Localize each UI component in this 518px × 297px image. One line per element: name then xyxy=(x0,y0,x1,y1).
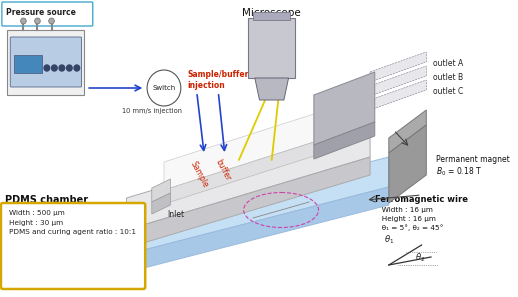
FancyBboxPatch shape xyxy=(1,203,145,289)
Circle shape xyxy=(66,65,72,71)
Polygon shape xyxy=(370,52,426,82)
Text: 10 mm/s injection: 10 mm/s injection xyxy=(122,108,182,114)
Polygon shape xyxy=(105,157,389,260)
Polygon shape xyxy=(152,193,170,214)
Circle shape xyxy=(21,18,26,24)
Polygon shape xyxy=(314,122,375,159)
Polygon shape xyxy=(389,110,426,153)
Polygon shape xyxy=(389,140,403,192)
Text: outlet B: outlet B xyxy=(433,72,463,81)
FancyBboxPatch shape xyxy=(253,12,291,20)
Polygon shape xyxy=(370,80,426,110)
Text: Sample: Sample xyxy=(189,160,210,190)
Text: Inlet: Inlet xyxy=(168,210,185,219)
FancyBboxPatch shape xyxy=(7,30,84,95)
Polygon shape xyxy=(164,108,333,190)
Circle shape xyxy=(35,18,40,24)
Polygon shape xyxy=(105,187,389,278)
Polygon shape xyxy=(126,125,370,230)
Polygon shape xyxy=(389,125,426,203)
FancyBboxPatch shape xyxy=(248,18,295,78)
FancyBboxPatch shape xyxy=(10,37,81,87)
FancyBboxPatch shape xyxy=(2,2,93,26)
Text: Microscope: Microscope xyxy=(242,8,301,18)
FancyBboxPatch shape xyxy=(14,55,42,73)
Text: outlet C: outlet C xyxy=(433,86,463,96)
Circle shape xyxy=(49,18,54,24)
Text: Ferromagnetic wire: Ferromagnetic wire xyxy=(375,195,468,204)
Text: outlet A: outlet A xyxy=(433,59,463,67)
Circle shape xyxy=(59,65,65,71)
Polygon shape xyxy=(126,157,370,248)
Polygon shape xyxy=(164,136,333,204)
Text: Permanent magnet
$B_0$ = 0.18 T: Permanent magnet $B_0$ = 0.18 T xyxy=(436,155,509,178)
Text: Width : 16 μm
   Height : 16 μm
   θ₁ = 5°, θ₂ = 45°: Width : 16 μm Height : 16 μm θ₁ = 5°, θ₂… xyxy=(375,207,443,231)
Text: $\theta_2$: $\theta_2$ xyxy=(415,252,425,265)
Text: Sample/buffer
injection: Sample/buffer injection xyxy=(188,70,249,90)
Text: PDMS chamber: PDMS chamber xyxy=(5,195,88,205)
Circle shape xyxy=(147,70,181,106)
Circle shape xyxy=(74,65,80,71)
Circle shape xyxy=(44,65,50,71)
Text: Pressure source: Pressure source xyxy=(6,8,76,17)
Polygon shape xyxy=(255,78,289,100)
Polygon shape xyxy=(152,179,170,202)
Text: Switch: Switch xyxy=(152,85,176,91)
Text: buffer: buffer xyxy=(213,158,233,182)
Text: $\theta_1$: $\theta_1$ xyxy=(384,234,394,247)
Polygon shape xyxy=(314,72,375,145)
Circle shape xyxy=(51,65,57,71)
Polygon shape xyxy=(370,66,426,96)
Text: Width : 500 μm
Height : 30 μm
PDMS and curing agent ratio : 10:1: Width : 500 μm Height : 30 μm PDMS and c… xyxy=(9,210,136,235)
